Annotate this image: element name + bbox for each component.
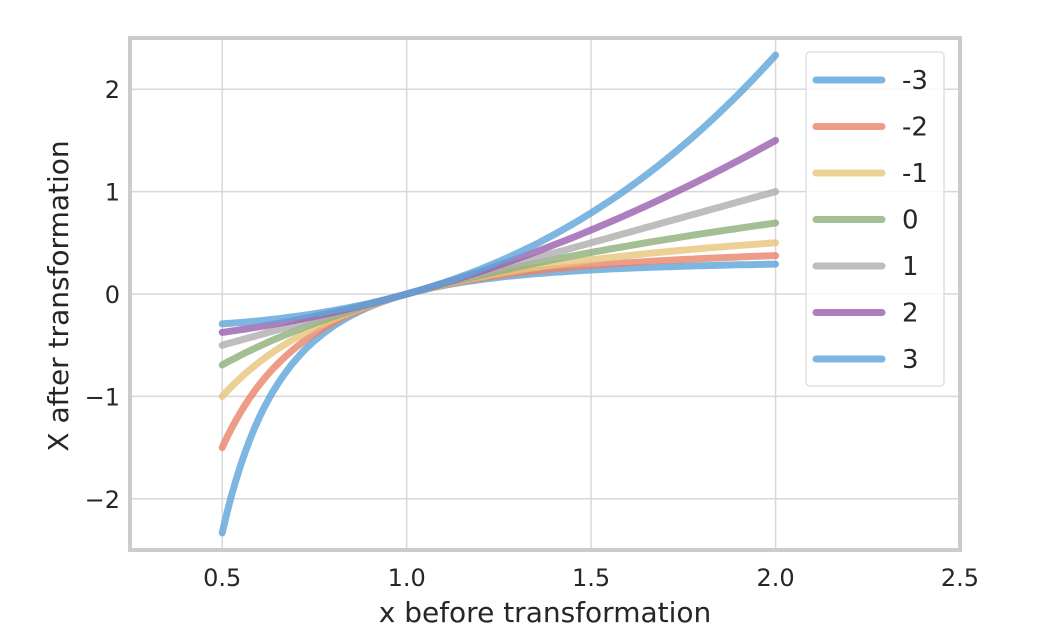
- x-tick-label: 1.0: [388, 564, 426, 592]
- legend-label: -3: [902, 66, 928, 96]
- x-tick-label: 2.0: [756, 564, 794, 592]
- y-tick-label: −1: [85, 383, 120, 411]
- legend-label: 1: [902, 252, 919, 282]
- y-tick-labels: −2 −1 0 1 2: [85, 76, 120, 514]
- series-line-3: [218, 51, 780, 328]
- y-tick-label: 2: [105, 76, 120, 104]
- x-tick-label: 1.5: [572, 564, 610, 592]
- series-lines: [218, 51, 780, 537]
- x-tick-label: 0.5: [203, 564, 241, 592]
- x-axis-label: x before transformation: [379, 596, 712, 629]
- plot-frame: [128, 36, 962, 552]
- legend-label: 2: [902, 299, 919, 329]
- y-axis-label: X after transformation: [42, 140, 75, 451]
- legend-label: -2: [902, 113, 928, 143]
- legend: -3 -2 -1 0 1 2 3: [805, 51, 945, 387]
- legend-label: -1: [902, 159, 928, 189]
- y-tick-label: 1: [105, 179, 120, 207]
- legend-label: 0: [902, 206, 919, 236]
- y-tick-label: 0: [105, 281, 120, 309]
- y-tick-label: −2: [85, 486, 120, 514]
- x-tick-label: 2.5: [941, 564, 979, 592]
- x-tick-labels: 0.5 1.0 1.5 2.0 2.5: [203, 564, 979, 592]
- legend-label: 3: [902, 345, 919, 375]
